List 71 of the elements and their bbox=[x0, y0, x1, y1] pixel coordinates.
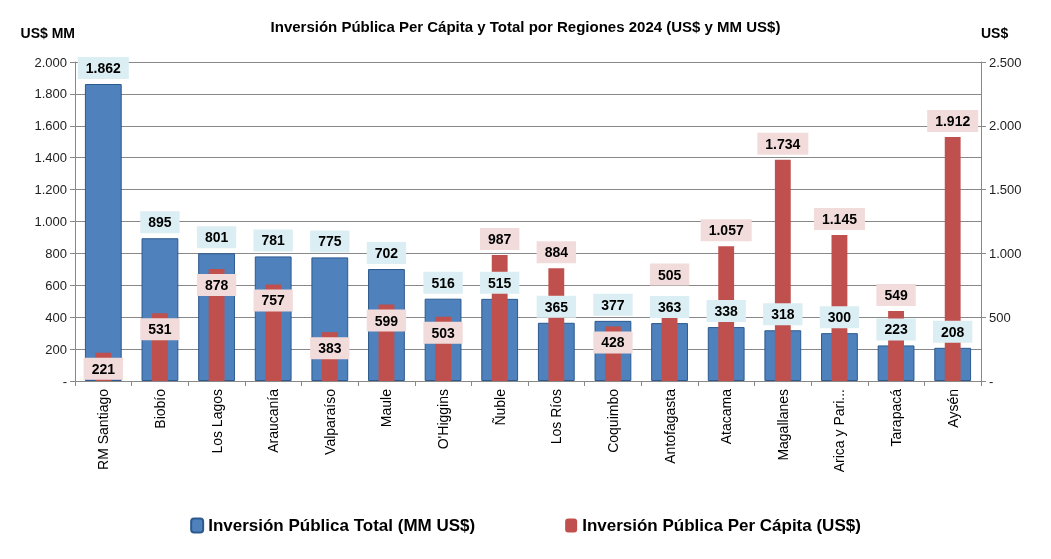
x-tick-label: Los Lagos bbox=[208, 389, 225, 454]
y2-tick-label: 2.000 bbox=[989, 118, 1022, 134]
legend-label: Inversión Pública Total (MM US$) bbox=[208, 516, 476, 535]
y2-tick-label: 1.000 bbox=[989, 245, 1022, 261]
y-tick-label: 1.000 bbox=[34, 214, 67, 229]
y-tick-label: 1.800 bbox=[34, 86, 67, 102]
data-label: 505 bbox=[657, 266, 682, 283]
data-label: 549 bbox=[884, 286, 908, 303]
data-label: 516 bbox=[431, 274, 455, 291]
y-tick-label: 600 bbox=[45, 277, 67, 293]
x-tick-label: Coquimbo bbox=[604, 388, 621, 453]
data-label: 223 bbox=[884, 321, 908, 338]
data-label: 1.145 bbox=[821, 210, 858, 227]
data-label: 702 bbox=[374, 245, 399, 262]
y-tick-label: 1.400 bbox=[34, 150, 67, 166]
data-label: 1.057 bbox=[708, 222, 744, 239]
data-label: 987 bbox=[488, 231, 512, 248]
data-label: 503 bbox=[431, 324, 455, 341]
x-tick-label: Magallanes bbox=[774, 389, 791, 461]
y2-tick-label: 500 bbox=[989, 309, 1011, 325]
chart-title: Inversión Pública Per Cápita y Total por Regiones 2024 (US$ y MM US$) bbox=[270, 18, 781, 35]
y-tick-label: - bbox=[62, 373, 67, 389]
data-label: 1.912 bbox=[935, 113, 971, 130]
data-label: 221 bbox=[91, 360, 116, 377]
data-label: 884 bbox=[544, 244, 569, 261]
bar bbox=[84, 84, 122, 381]
data-label: 363 bbox=[657, 299, 682, 316]
data-label: 365 bbox=[544, 298, 569, 315]
data-label: 599 bbox=[374, 312, 399, 329]
y2-tick-label: 2.500 bbox=[989, 54, 1022, 70]
x-tick-label: Ñuble bbox=[491, 388, 508, 426]
x-tick-label: Aysén bbox=[944, 389, 961, 428]
y-tick-label: 800 bbox=[45, 245, 67, 261]
legend-label: Inversión Pública Per Cápita (US$) bbox=[582, 516, 861, 535]
x-tick-label: Atacama bbox=[718, 388, 735, 445]
data-label: 878 bbox=[204, 276, 229, 293]
x-tick-label: Biobío bbox=[151, 388, 168, 429]
y-tick-label: 2.000 bbox=[34, 54, 67, 70]
y2-tick-label: - bbox=[989, 373, 994, 389]
x-tick-label: Los Ríos bbox=[548, 389, 565, 445]
data-label: 428 bbox=[601, 334, 625, 351]
x-tick-label: Tarapacá bbox=[888, 388, 905, 447]
x-tick-label: Maule bbox=[378, 388, 395, 428]
x-tick-label: Arica y Pari... bbox=[831, 389, 848, 473]
data-label: 781 bbox=[261, 232, 286, 249]
data-label: 377 bbox=[601, 296, 625, 313]
data-label: 895 bbox=[148, 214, 172, 231]
data-label: 757 bbox=[261, 292, 286, 309]
y-tick-label: 400 bbox=[45, 309, 67, 325]
data-label: 1.734 bbox=[765, 135, 801, 152]
data-label: 383 bbox=[318, 340, 342, 357]
y-tick-label: 1.200 bbox=[34, 182, 67, 198]
data-label: 515 bbox=[488, 274, 512, 291]
x-tick-label: Antofagasta bbox=[661, 388, 678, 464]
y2-tick-label: 1.500 bbox=[989, 182, 1022, 198]
data-label: 300 bbox=[827, 309, 852, 326]
data-label: 338 bbox=[714, 303, 739, 320]
data-label: 531 bbox=[148, 321, 172, 338]
y2-axis-title: US$ bbox=[981, 25, 1009, 41]
x-tick-label: Araucanía bbox=[265, 388, 282, 453]
data-label: 318 bbox=[771, 306, 795, 323]
data-label: 801 bbox=[204, 229, 229, 246]
x-tick-label: RM Santiago bbox=[95, 388, 112, 470]
y-tick-label: 1.600 bbox=[34, 118, 67, 134]
y-tick-label: 200 bbox=[45, 341, 67, 357]
y-axis-title: US$ MM bbox=[20, 25, 75, 41]
x-tick-label: O'Higgins bbox=[435, 389, 452, 450]
data-label: 1.862 bbox=[85, 60, 122, 77]
data-label: 208 bbox=[941, 323, 965, 340]
x-tick-label: Valparaíso bbox=[321, 388, 338, 455]
data-label: 775 bbox=[318, 233, 342, 250]
